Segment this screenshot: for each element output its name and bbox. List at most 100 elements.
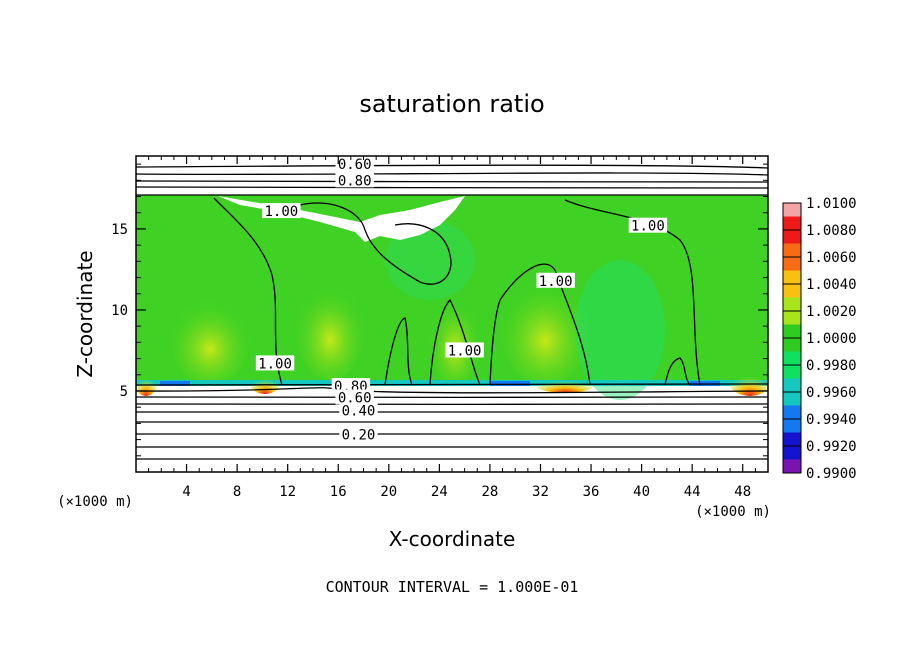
- hot-spot: [136, 368, 158, 396]
- colorbar-label: 1.0100: [806, 196, 857, 212]
- colorbar-swatch: [783, 341, 801, 346]
- contour-line: [136, 411, 768, 413]
- colorbar-swatch: [783, 260, 801, 265]
- colorbar-swatch: [783, 331, 801, 336]
- colorbar-swatch: [783, 273, 801, 278]
- colorbar-swatch: [783, 213, 801, 217]
- contour-label: 0.40: [342, 403, 376, 419]
- contour-line: [136, 186, 768, 189]
- contour-label-bg: [331, 378, 371, 394]
- x-tick-label: 12: [279, 484, 296, 500]
- hot-spot: [533, 373, 597, 393]
- colorbar-label: 0.9920: [806, 439, 857, 455]
- contour-label: 1.00: [448, 343, 482, 359]
- contour-interval-note: CONTOUR INTERVAL = 1.000E-01: [326, 578, 579, 596]
- colorbar-swatch: [783, 216, 801, 221]
- contour-label-bg: [445, 342, 484, 358]
- colorbar-label: 1.0000: [806, 331, 857, 347]
- colorbar-swatch: [783, 348, 801, 352]
- cool-patch: [575, 260, 665, 400]
- x-axis-unit-right: (×1000 m): [695, 504, 771, 520]
- contour-lines: [136, 164, 768, 460]
- colorbar-swatch: [783, 415, 801, 420]
- colorbar-swatch: [783, 432, 801, 437]
- y-tick-label: 5: [120, 384, 128, 400]
- contour-line: [136, 164, 768, 169]
- colorbar-swatch: [783, 203, 801, 207]
- colorbar-swatch: [783, 223, 801, 228]
- contour-line: [213, 197, 283, 386]
- colorbar-swatch: [783, 361, 801, 366]
- contour-line: [136, 180, 768, 183]
- colorbar-swatch: [783, 240, 801, 244]
- contour-line: [299, 202, 452, 285]
- surface-edge: [160, 381, 190, 386]
- colorbar-swatch: [783, 257, 801, 261]
- contour-label: 1.00: [539, 274, 573, 290]
- x-tick-label: 28: [481, 484, 498, 500]
- colorbar-swatch: [783, 446, 801, 450]
- colorbar-swatch: [783, 287, 801, 292]
- contour-label: 1.00: [631, 219, 665, 235]
- contour-line: [136, 383, 768, 386]
- contour-label-bg: [628, 217, 668, 233]
- colorbar-swatch: [783, 378, 801, 383]
- contour-labels: 0.600.801.001.001.001.001.000.800.600.40…: [255, 156, 668, 444]
- colorbar-swatch: [783, 358, 801, 363]
- colorbar-label: 1.0020: [806, 304, 857, 320]
- colorbar-swatch: [783, 462, 801, 467]
- contour-label: 1.00: [258, 356, 292, 372]
- colorbar-label: 0.9900: [806, 466, 857, 482]
- contour-line: [499, 263, 591, 386]
- colorbar-swatch: [783, 429, 801, 433]
- contour-line: [564, 199, 701, 386]
- contour-label: 1.00: [265, 204, 299, 220]
- contour-label-bg: [536, 272, 575, 288]
- colorbar-swatch: [783, 344, 801, 349]
- x-tick-label: 32: [532, 484, 549, 500]
- colorbar-swatch: [783, 307, 801, 312]
- colorbar-swatch: [783, 209, 801, 214]
- colorbar-swatch: [783, 334, 801, 339]
- contour-line: [429, 298, 481, 386]
- y-tick-label: 15: [111, 222, 128, 238]
- colorbar-swatch: [783, 408, 801, 413]
- contour-line: [384, 317, 413, 386]
- contour-label: 0.20: [342, 428, 376, 444]
- colorbar-swatch: [783, 354, 801, 359]
- colorbar-swatch: [783, 230, 801, 234]
- x-tick-label: 4: [182, 484, 190, 500]
- colorbar-label: 1.0040: [806, 277, 857, 293]
- colorbar-swatch: [783, 368, 801, 373]
- colorbar-swatch: [783, 267, 801, 271]
- colorbar-swatch: [783, 385, 801, 390]
- contour-line: [664, 357, 691, 386]
- colorbar-swatch: [783, 270, 801, 275]
- colorbar-swatch: [783, 395, 801, 400]
- x-tick-label: 40: [633, 484, 650, 500]
- colorbar-swatch: [783, 422, 801, 427]
- x-tick-label: 44: [684, 484, 701, 500]
- x-axis-unit-left: (×1000 m): [57, 494, 133, 510]
- colorbar-swatch: [783, 371, 801, 376]
- contour-label-bg: [339, 402, 378, 418]
- colorbar-swatch: [783, 469, 801, 474]
- colorbar-swatch: [783, 219, 801, 224]
- colorbar-swatch: [783, 405, 801, 410]
- colorbar-swatch: [783, 425, 801, 430]
- contour-label: 0.80: [338, 173, 372, 189]
- x-tick-label: 20: [380, 484, 397, 500]
- colorbar-label: 1.0080: [806, 223, 857, 239]
- y-axis-label: Z-coordinate: [73, 250, 97, 377]
- contour-label-bg: [335, 156, 374, 172]
- colorbar-label: 1.0060: [806, 250, 857, 266]
- contour-label-bg: [262, 203, 301, 219]
- colorbar-swatch: [783, 317, 801, 322]
- colorbar: 1.0100 1.0080 1.0060 1.0040 1.0020 1.0000 0.99…: [782, 196, 857, 482]
- colorbar-swatch: [783, 206, 801, 211]
- colorbar-swatch: [783, 243, 801, 248]
- colorbar-swatch: [783, 314, 801, 319]
- colorbar-swatch: [783, 381, 801, 386]
- colorbar-swatch: [783, 338, 801, 342]
